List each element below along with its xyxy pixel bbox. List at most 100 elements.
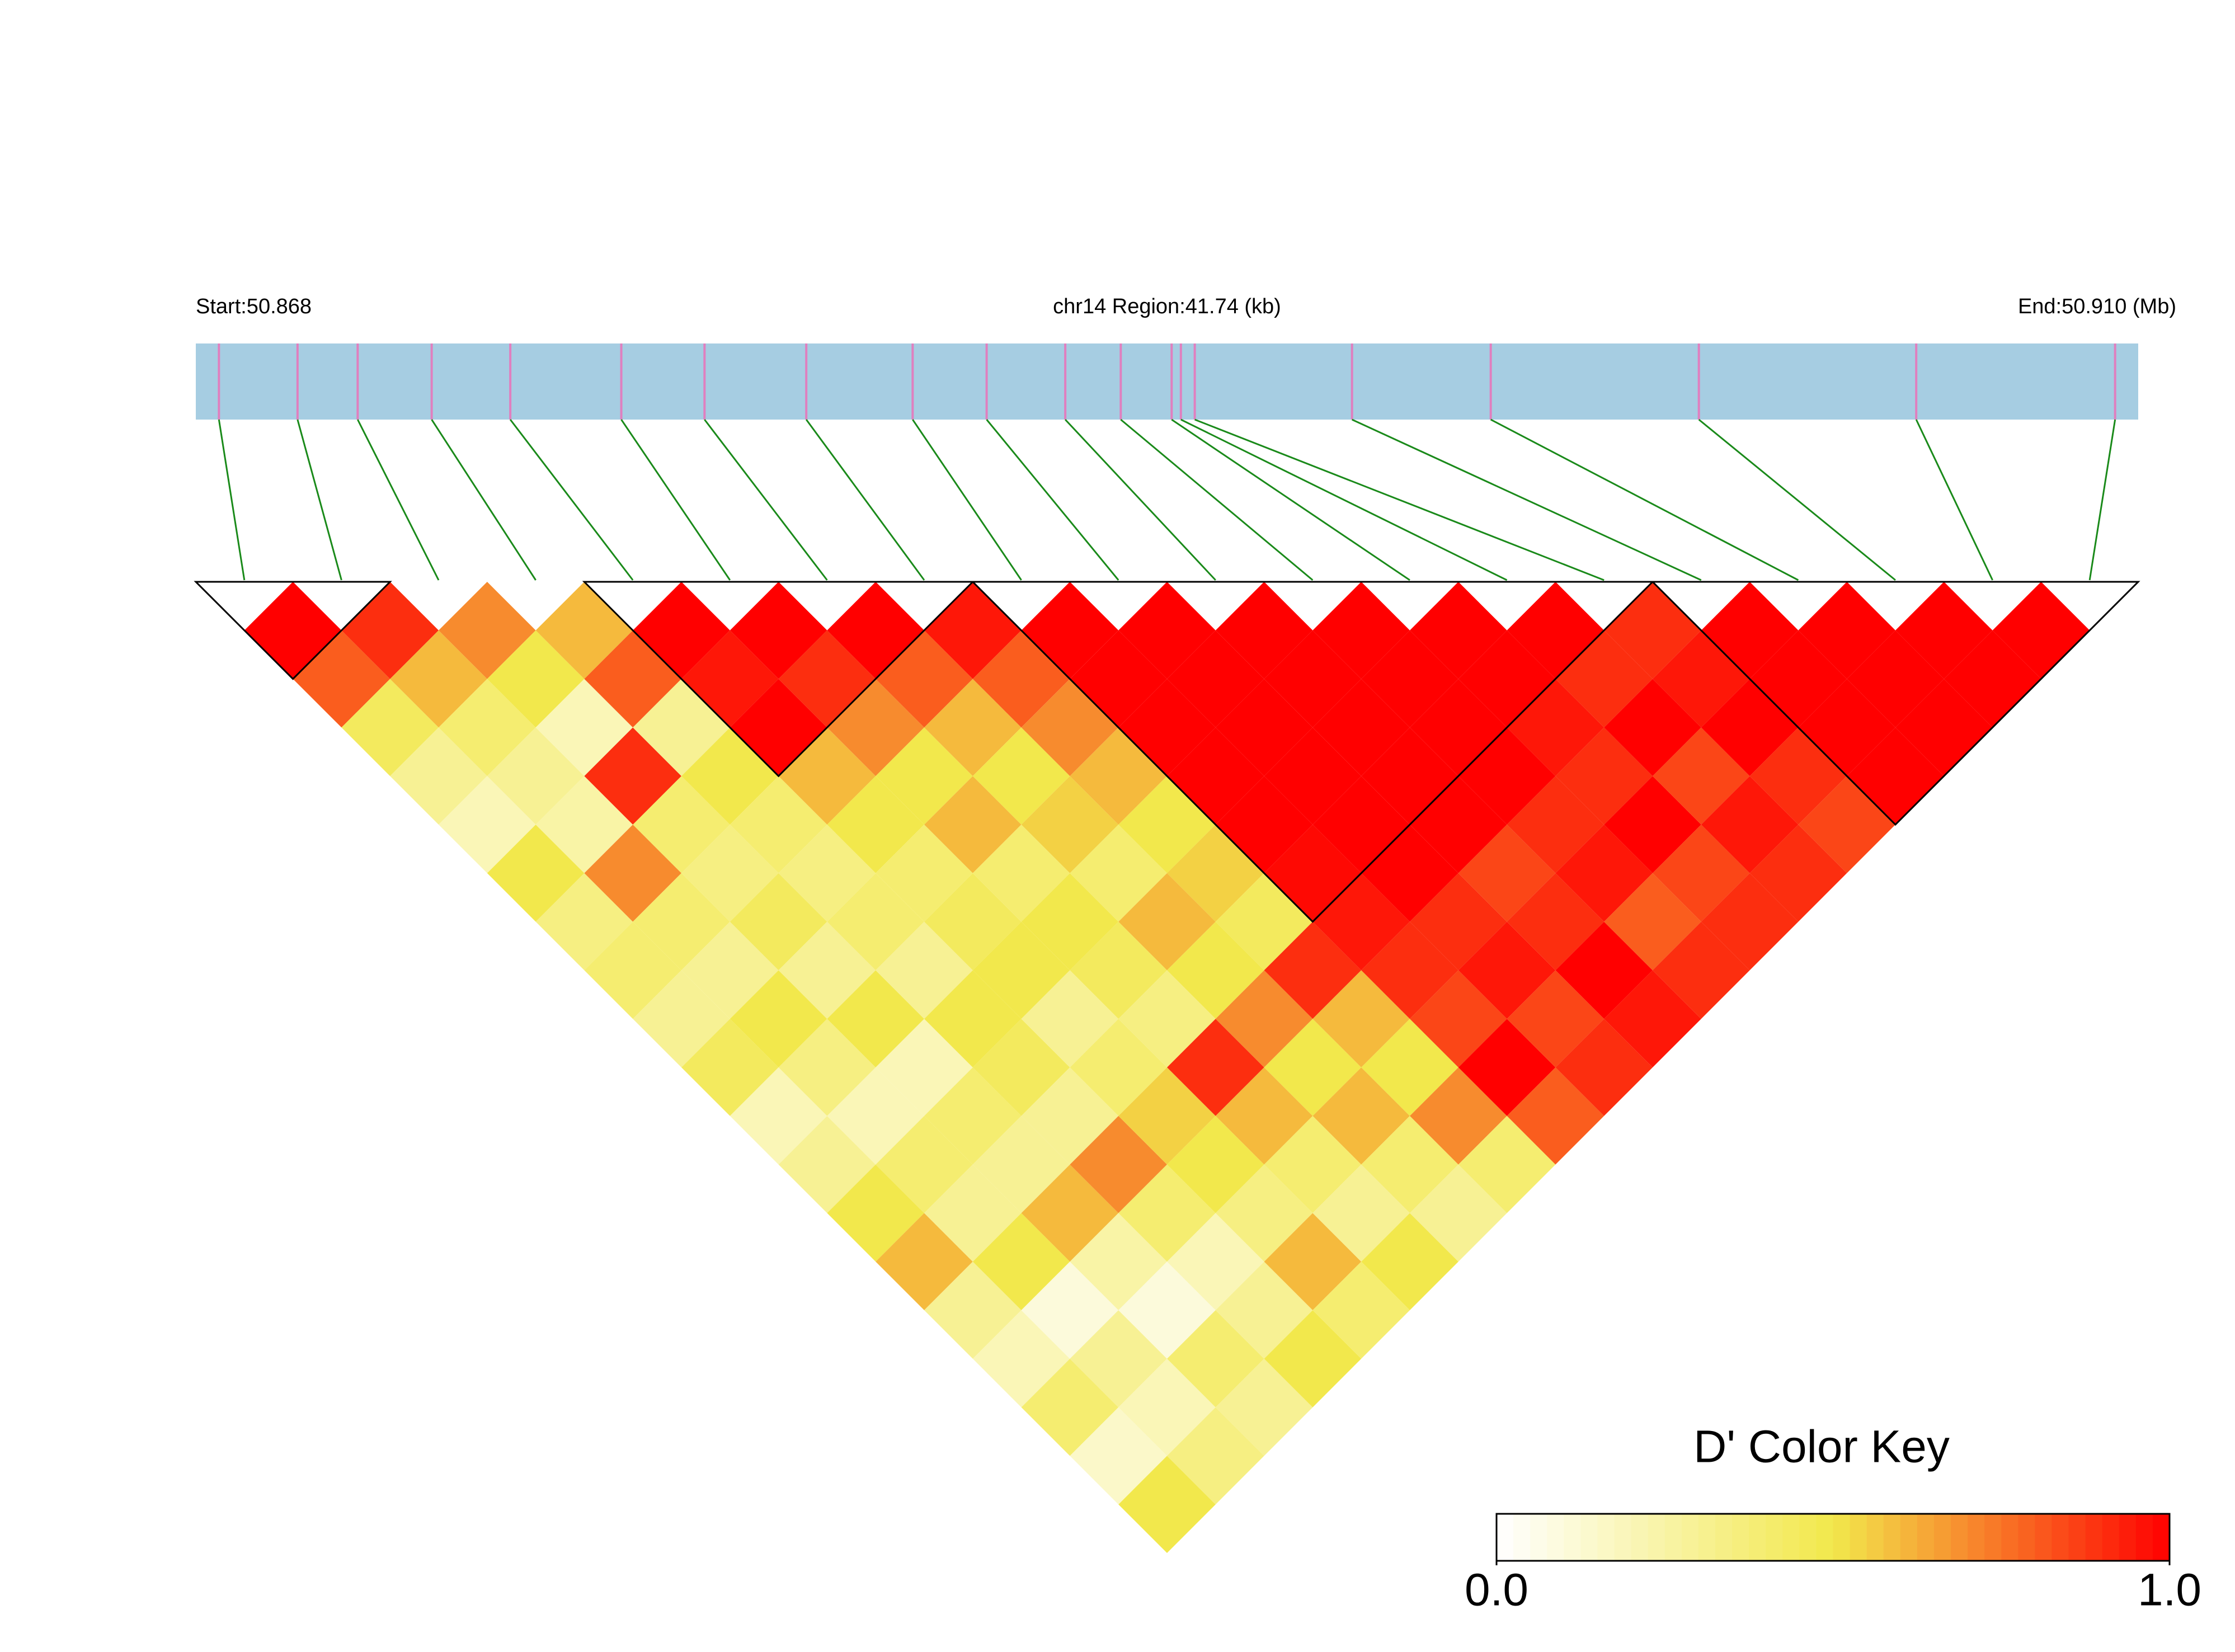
ld-cell bbox=[1118, 1262, 1216, 1359]
key-swatch bbox=[1715, 1514, 1733, 1561]
key-swatch bbox=[2018, 1514, 2036, 1561]
snp-link bbox=[986, 419, 1119, 581]
ld-cell bbox=[730, 582, 827, 679]
ld-cell bbox=[1604, 776, 1701, 873]
snp-link bbox=[431, 419, 537, 581]
snp-link bbox=[1171, 418, 1410, 581]
ld-cell bbox=[1167, 921, 1264, 1019]
key-frame bbox=[1495, 1513, 2171, 1562]
snp-link bbox=[1180, 418, 1508, 581]
ld-cell bbox=[1021, 1067, 1119, 1165]
key-swatch bbox=[1917, 1514, 1935, 1561]
ld-cell bbox=[1847, 630, 1944, 728]
ld-cell bbox=[972, 1213, 1070, 1310]
ld-cell bbox=[1555, 921, 1653, 1019]
ld-cell bbox=[1361, 1019, 1458, 1116]
ld-cell bbox=[924, 873, 1022, 971]
ld-block bbox=[971, 581, 1655, 923]
key-swatch bbox=[1732, 1514, 1750, 1561]
key-swatch bbox=[2119, 1514, 2137, 1561]
key-swatch bbox=[1698, 1514, 1716, 1561]
key-swatch bbox=[1664, 1514, 1682, 1561]
key-title: D' Color Key bbox=[1693, 1422, 1950, 1472]
ld-cell bbox=[1653, 630, 1750, 728]
ld-cell bbox=[1361, 630, 1458, 728]
ld-cell bbox=[1312, 1164, 1410, 1262]
ld-cell bbox=[1167, 1213, 1264, 1310]
ld-cell bbox=[1895, 679, 1993, 776]
ld-cell bbox=[778, 825, 876, 922]
snp-link bbox=[1065, 418, 1216, 581]
key-swatch bbox=[1850, 1514, 1867, 1561]
ld-cell bbox=[1653, 825, 1750, 922]
snp-link bbox=[218, 419, 246, 581]
key-swatch bbox=[1833, 1514, 1851, 1561]
key-swatch bbox=[1497, 1514, 1514, 1561]
key-swatch bbox=[2135, 1514, 2153, 1561]
snp-link bbox=[297, 419, 342, 581]
ld-cell bbox=[1264, 727, 1362, 825]
ld-cell bbox=[1264, 1019, 1362, 1116]
ld-cell bbox=[1312, 873, 1410, 971]
snp-link bbox=[1352, 418, 1702, 581]
ld-cell bbox=[1992, 582, 2090, 679]
ld-cell bbox=[439, 679, 536, 776]
key-swatch bbox=[1513, 1514, 1531, 1561]
ld-cell bbox=[1021, 776, 1119, 873]
ld-cell bbox=[1118, 873, 1216, 971]
key-swatch bbox=[1816, 1514, 1834, 1561]
ld-cell bbox=[1701, 582, 1799, 679]
key-swatch bbox=[1782, 1514, 1800, 1561]
ld-cell bbox=[1167, 1116, 1264, 1213]
ld-cell bbox=[1021, 873, 1119, 971]
key-swatch bbox=[2102, 1514, 2120, 1561]
ld-cell bbox=[1798, 582, 1895, 679]
ld-cell bbox=[1312, 582, 1410, 679]
key-swatch bbox=[1933, 1514, 1952, 1561]
ld-cell bbox=[1458, 1116, 1556, 1213]
key-tick-label: 0.0 bbox=[1465, 1565, 1528, 1616]
ld-cell bbox=[1555, 630, 1653, 728]
key-swatch bbox=[1749, 1514, 1767, 1561]
key-swatch bbox=[1580, 1514, 1598, 1561]
ld-cell bbox=[1021, 1262, 1119, 1359]
ld-cell bbox=[390, 727, 487, 825]
ld-cell bbox=[1507, 582, 1605, 679]
ld-cell bbox=[681, 825, 779, 922]
start-label: Start:50.868 bbox=[196, 295, 312, 318]
ld-cell bbox=[1555, 825, 1653, 922]
ld-cell bbox=[924, 776, 1022, 873]
ld-cell bbox=[1410, 776, 1507, 873]
ld-cell bbox=[1118, 970, 1216, 1067]
key-swatch bbox=[2052, 1514, 2069, 1561]
ld-cell bbox=[1798, 776, 1895, 873]
ld-cell bbox=[1410, 582, 1507, 679]
key-swatch bbox=[1530, 1514, 1548, 1561]
key-swatch bbox=[2001, 1514, 2019, 1561]
ld-cell bbox=[439, 582, 536, 679]
ld-cell bbox=[1507, 1067, 1605, 1165]
ld-cell bbox=[1215, 582, 1313, 679]
snp-link bbox=[704, 419, 828, 581]
ld-cell bbox=[1118, 1067, 1216, 1165]
ld-cell bbox=[1167, 825, 1264, 922]
key-swatch bbox=[1547, 1514, 1565, 1561]
snp-link bbox=[1120, 418, 1314, 581]
ld-cell bbox=[1167, 727, 1264, 825]
key-swatch bbox=[1866, 1514, 1884, 1561]
ld-cell bbox=[1507, 776, 1605, 873]
key-swatch bbox=[2035, 1514, 2053, 1561]
ld-cell bbox=[1653, 727, 1750, 825]
ld-cell bbox=[1312, 679, 1410, 776]
ld-cell bbox=[390, 630, 487, 728]
ld-cell bbox=[1410, 970, 1507, 1067]
ld-cell bbox=[1021, 970, 1119, 1067]
ld-cell bbox=[535, 873, 633, 971]
key-swatch bbox=[2152, 1514, 2170, 1561]
key-swatch bbox=[1799, 1514, 1817, 1561]
ld-cell bbox=[924, 679, 1022, 776]
ld-cell bbox=[1264, 1116, 1362, 1213]
key-tick-label: 1.0 bbox=[2138, 1565, 2201, 1616]
ld-cell bbox=[924, 1067, 1022, 1165]
